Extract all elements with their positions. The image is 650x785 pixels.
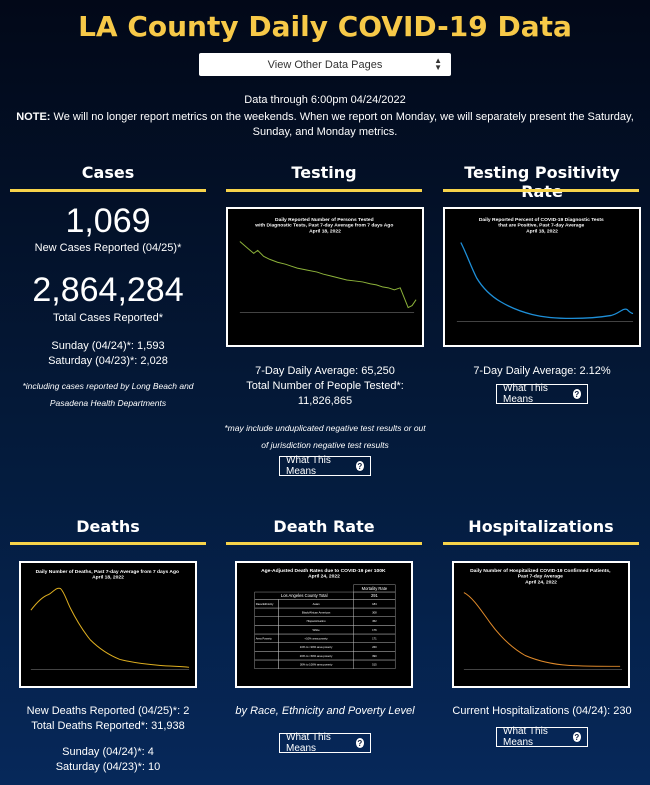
hospitalizations-what-this-means-button[interactable]: What This Means ? — [496, 726, 588, 748]
testing-average: 7-Day Daily Average: 65,250 — [255, 365, 395, 377]
new-cases-number: 1,069 — [65, 202, 151, 240]
death-rate-row-value: 390 — [372, 654, 377, 658]
death-rate-row-value: 171 — [372, 636, 377, 640]
death-rate-row-value: 184 — [372, 602, 377, 606]
hospitalizations-current: Current Hospitalizations (04/24): 230 — [452, 705, 632, 717]
positivity-trend-line — [460, 242, 634, 320]
death-rate-row-value: 515 — [372, 662, 377, 666]
hospitalizations-trend-line — [463, 592, 621, 667]
cases-title: Cases — [81, 163, 135, 182]
death-rate-table-total-label: Los Angeles County Total — [281, 593, 328, 598]
death-rate-row-label: 30% to 100% area poverty — [300, 662, 333, 666]
hospitalizations-button-label: What This Means — [503, 726, 548, 748]
hospitalizations-title: Hospitalizations — [468, 517, 614, 536]
testing-button-label: What This Means — [286, 455, 331, 477]
death-rate-title: Death Rate — [273, 517, 375, 536]
death-rate-caption: by Race, Ethnicity and Poverty Level — [235, 705, 415, 717]
death-rate-row-value: 452 — [372, 619, 377, 623]
question-icon: ? — [355, 738, 364, 748]
positivity-what-this-means-button[interactable]: What This Means ? — [496, 383, 588, 405]
cases-divider — [10, 189, 206, 192]
hospitalizations-chart: Daily Number of Hospitalized COVID-19 Co… — [452, 561, 630, 688]
data-pages-select-label: View Other Data Pages — [267, 58, 383, 71]
question-icon: ? — [572, 732, 581, 742]
deaths-total: Total Deaths Reported*: 31,938 — [31, 720, 185, 732]
deaths-trend-line — [30, 587, 190, 668]
testing-chart: Daily Reported Number of Persons Tested … — [226, 207, 424, 347]
testing-total-label: Total Number of People Tested*: — [246, 380, 404, 392]
hospitalizations-divider — [443, 542, 639, 545]
death-rate-row-label: 20% to <30% area poverty — [300, 654, 333, 658]
deaths-chart-title: Daily Number of Deaths, Past 7-day Avera… — [36, 569, 181, 581]
cases-footnote: *including cases reported by Long Beach … — [22, 381, 194, 408]
question-icon: ? — [572, 389, 581, 399]
death-rate-row-label: <10% area poverty — [304, 636, 328, 640]
death-rate-table-chart: Age-Adjusted Death Rates due to COVID-19… — [235, 561, 413, 688]
data-through-text: Data through 6:00pm 04/24/2022 — [244, 94, 406, 106]
total-cases-number: 2,864,284 — [32, 271, 184, 309]
death-rate-row-label: White — [313, 628, 321, 632]
positivity-button-label: What This Means — [503, 383, 548, 405]
death-rate-row-label: 10% to <20% area poverty — [300, 645, 333, 649]
death-rate-table-header: Mortality Rate — [362, 586, 388, 591]
death-rate-row-value: 176 — [372, 628, 377, 632]
death-rate-button-label: What This Means — [286, 732, 331, 754]
positivity-divider — [443, 189, 639, 192]
cases-sunday: Sunday (04/24)*: 1,593 — [51, 340, 165, 352]
positivity-chart: Daily Reported Percent of COVID-19 Diagn… — [443, 207, 641, 347]
death-rate-row-label: Black/African American — [302, 610, 331, 614]
weekend-note: NOTE: We will no longer report metrics o… — [10, 110, 640, 140]
testing-title: Testing — [291, 163, 357, 182]
death-rate-row-label: Hispanic/Latino — [307, 619, 326, 623]
deaths-sunday: Sunday (04/24)*: 4 — [62, 746, 154, 758]
hospitalizations-chart-title: Daily Number of Hospitalized COVID-19 Co… — [470, 568, 612, 586]
death-rate-row-value: 308 — [372, 610, 377, 614]
death-rate-divider — [226, 542, 422, 545]
data-pages-select[interactable]: View Other Data Pages ▲ ▼ — [199, 53, 451, 76]
death-rate-row-group: Race/Ethnicity — [256, 602, 274, 606]
new-cases-label: New Cases Reported (04/25)* — [34, 242, 182, 254]
death-rate-what-this-means-button[interactable]: What This Means ? — [279, 732, 371, 754]
death-rate-row-value: 260 — [372, 645, 377, 649]
death-rate-table: Mortality Rate Los Angeles County Total 29… — [254, 584, 396, 669]
positivity-chart-title: Daily Reported Percent of COVID-19 Diagn… — [479, 217, 605, 235]
deaths-new: New Deaths Reported (04/25)*: 2 — [26, 705, 190, 717]
deaths-title: Deaths — [76, 517, 140, 536]
positivity-average: 7-Day Daily Average: 2.12% — [473, 365, 611, 377]
testing-trend-line — [239, 241, 417, 309]
deaths-chart: Daily Number of Deaths, Past 7-day Avera… — [19, 561, 197, 688]
deaths-divider — [10, 542, 206, 545]
note-label: NOTE: — [16, 111, 51, 123]
death-rate-row-label: Asian — [313, 602, 320, 606]
testing-divider — [226, 189, 422, 192]
death-rate-row-group: Area Poverty — [256, 636, 273, 640]
deaths-saturday: Saturday (04/23)*: 10 — [55, 761, 161, 773]
question-icon: ? — [355, 461, 364, 471]
testing-chart-title: Daily Reported Number of Persons Tested … — [254, 217, 394, 235]
death-rate-table-total-value: 291 — [371, 593, 379, 598]
note-text: We will no longer report metrics on the … — [50, 111, 634, 138]
testing-total-value: 11,826,865 — [297, 395, 353, 407]
positivity-title: Testing Positivity Rate — [464, 163, 620, 201]
total-cases-label: Total Cases Reported* — [52, 312, 164, 324]
page-title: LA County Daily COVID-19 Data — [78, 10, 572, 43]
death-rate-chart-title: Age-Adjusted Death Rates due to COVID-19… — [261, 568, 387, 580]
testing-what-this-means-button[interactable]: What This Means ? — [279, 455, 371, 477]
select-arrows-icon: ▲ ▼ — [434, 56, 442, 72]
testing-footnote: *may include unduplicated negative test … — [224, 423, 426, 450]
cases-saturday: Saturday (04/23)*: 2,028 — [48, 355, 168, 367]
